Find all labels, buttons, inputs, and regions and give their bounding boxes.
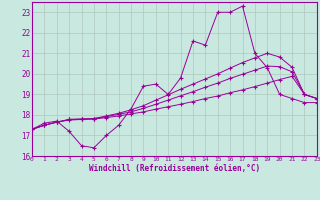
X-axis label: Windchill (Refroidissement éolien,°C): Windchill (Refroidissement éolien,°C): [89, 164, 260, 173]
